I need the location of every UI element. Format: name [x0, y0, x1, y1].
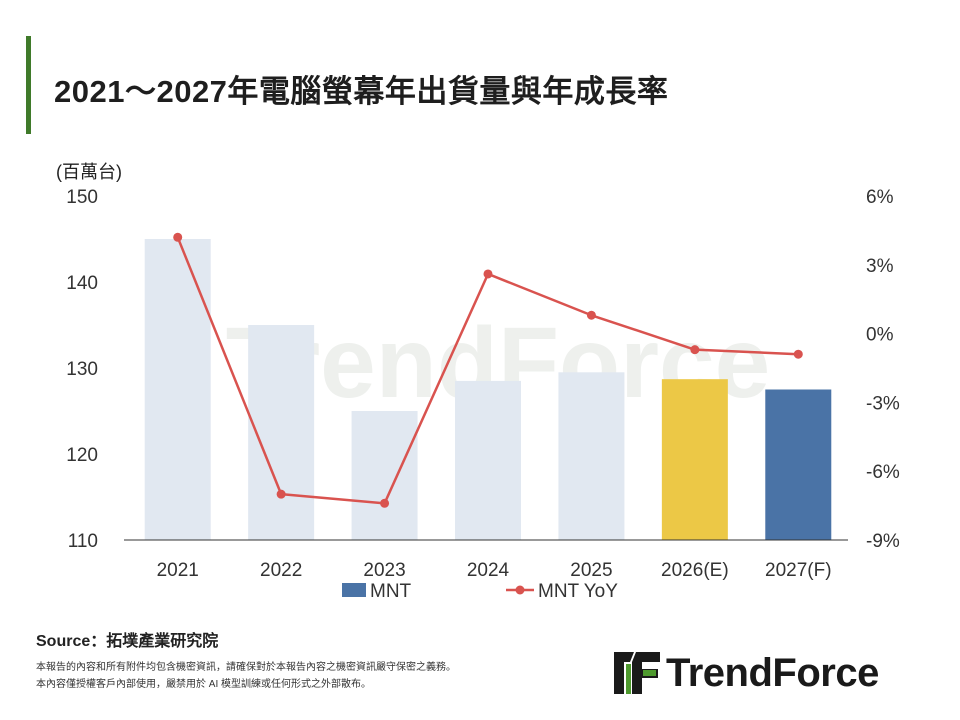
point-mnt-yoy-2026(E)	[690, 345, 700, 355]
y-tick-label: 150	[66, 187, 98, 208]
y-tick-label: 130	[66, 359, 98, 380]
bar-mnt-2022	[248, 325, 315, 540]
y2-tick-label: -9%	[866, 531, 900, 552]
y-tick-label: 140	[66, 273, 98, 294]
legend-label-mnt-yoy: MNT YoY	[538, 581, 618, 602]
y2-tick-label: 0%	[866, 325, 894, 346]
trendforce-logo-icon	[614, 652, 660, 694]
x-tick-label: 2026(E)	[661, 560, 729, 581]
chart-title: 2021～2027年電腦螢幕年出貨量與年成長率	[54, 74, 669, 109]
point-mnt-yoy-2027(F)	[793, 349, 803, 359]
bar-mnt-2025	[558, 372, 625, 540]
point-mnt-yoy-2025	[586, 310, 596, 320]
y-axis-title: (百萬台)	[56, 162, 122, 182]
source-note: Source：拓墣產業研究院	[36, 633, 219, 650]
x-tick-label: 2025	[570, 560, 612, 581]
x-tick-label: 2022	[260, 560, 302, 581]
title-accent-bar	[26, 36, 31, 134]
point-mnt-yoy-2023	[380, 498, 390, 508]
point-mnt-yoy-2022	[276, 489, 286, 499]
bar-mnt-2026(E)	[661, 379, 728, 540]
disclaimer-line-2: 本內容僅授權客戶內部使用，嚴禁用於 AI 模型訓練或任何形式之外部散布。	[36, 679, 372, 690]
point-mnt-yoy-2021	[173, 232, 183, 242]
bar-mnt-2024	[455, 380, 521, 540]
bar-mnt-2021	[144, 239, 211, 540]
x-tick-label: 2021	[157, 560, 199, 581]
legend-label-mnt: MNT	[370, 581, 412, 602]
y2-tick-label: -3%	[866, 393, 900, 414]
y-tick-label: 110	[68, 531, 98, 552]
x-tick-label: 2023	[363, 560, 405, 581]
legend-swatch-mnt-yoy-marker	[515, 585, 525, 595]
y2-tick-label: 3%	[866, 256, 894, 277]
disclaimer-line-1: 本報告的內容和所有附件均包含機密資訊，請確保對於本報告內容之機密資訊嚴守保密之義…	[36, 662, 456, 673]
legend-swatch-mnt	[342, 583, 366, 597]
bar-mnt-2023	[351, 411, 418, 540]
y2-tick-label: -6%	[866, 462, 900, 483]
trendforce-logo: TrendForce	[612, 648, 932, 698]
y-tick-label: 120	[66, 445, 98, 466]
x-tick-label: 2024	[467, 560, 510, 581]
bar-mnt-2027(F)	[765, 389, 832, 540]
point-mnt-yoy-2024	[483, 269, 493, 279]
x-tick-label: 2027(F)	[765, 560, 832, 581]
y2-tick-label: 6%	[866, 187, 894, 208]
logo-text: TrendForce	[666, 651, 879, 695]
